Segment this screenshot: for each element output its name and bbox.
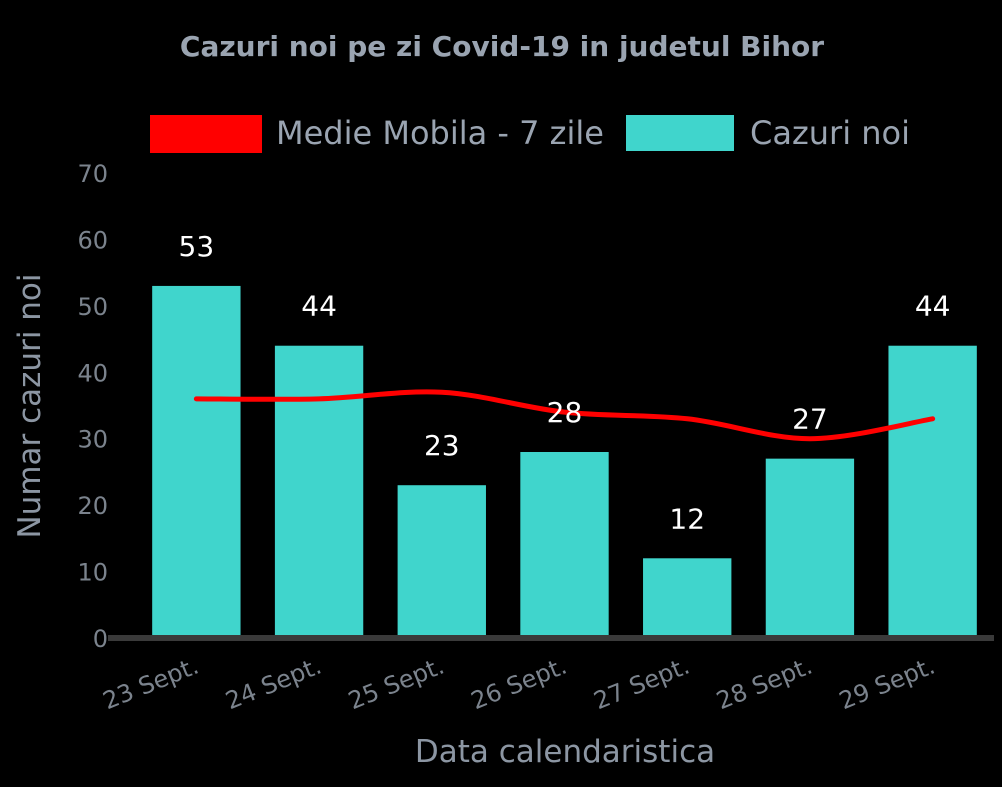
bar-value-label: 23 bbox=[424, 429, 460, 462]
legend-label-moving-average: Medie Mobila - 7 zile bbox=[276, 114, 604, 152]
bar bbox=[643, 558, 732, 638]
bar-value-label: 28 bbox=[547, 396, 583, 429]
x-tick-label: 27 Sept. bbox=[590, 652, 694, 716]
bar bbox=[274, 345, 364, 638]
y-tick-label: 20 bbox=[77, 492, 108, 520]
y-tick-label: 70 bbox=[77, 160, 108, 188]
y-axis-title: Numar cazuri noi bbox=[12, 273, 48, 538]
bar bbox=[152, 285, 241, 638]
legend-swatch-moving-average bbox=[150, 115, 262, 153]
y-tick-label: 30 bbox=[77, 426, 108, 454]
legend-swatch-new-cases bbox=[626, 115, 734, 151]
x-tick-label: 26 Sept. bbox=[467, 652, 571, 716]
legend-label-new-cases: Cazuri noi bbox=[750, 114, 910, 152]
x-tick-label: 28 Sept. bbox=[713, 652, 817, 716]
x-tick-label: 24 Sept. bbox=[222, 652, 326, 716]
bar bbox=[888, 345, 977, 638]
chart-title: Cazuri noi pe zi Covid-19 in judetul Bih… bbox=[180, 30, 824, 63]
bar-series bbox=[152, 285, 977, 638]
x-tick-label: 23 Sept. bbox=[99, 652, 203, 716]
bar bbox=[397, 485, 486, 638]
legend-entry-moving-average: Medie Mobila - 7 zile bbox=[150, 114, 604, 153]
x-axis-ticks: 23 Sept. 24 Sept. 25 Sept. 26 Sept. 27 Sept.… bbox=[99, 652, 939, 716]
y-axis-ticks: 0 10 20 30 40 50 60 70 bbox=[77, 160, 108, 653]
bar bbox=[765, 458, 855, 638]
bar bbox=[520, 452, 609, 638]
x-axis-title: Data calendaristica bbox=[415, 734, 715, 770]
x-tick-label: 25 Sept. bbox=[344, 652, 448, 716]
y-tick-label: 40 bbox=[77, 359, 108, 387]
line-series-layer bbox=[193, 389, 936, 442]
legend-entry-new-cases: Cazuri noi bbox=[626, 114, 910, 152]
bar-value-label: 12 bbox=[669, 502, 705, 535]
legend: Medie Mobila - 7 zile Cazuri noi bbox=[150, 114, 910, 153]
bar-data-labels: 53 44 23 28 12 27 44 bbox=[179, 230, 951, 535]
y-tick-label: 0 bbox=[93, 625, 108, 653]
y-tick-label: 50 bbox=[77, 293, 108, 321]
x-tick-label: 29 Sept. bbox=[835, 652, 939, 716]
y-tick-label: 60 bbox=[77, 226, 108, 254]
bar-value-label: 53 bbox=[179, 230, 215, 263]
bar-value-label: 44 bbox=[915, 290, 951, 323]
moving-average-line bbox=[193, 389, 936, 442]
bar-value-label: 27 bbox=[792, 403, 828, 436]
bar-value-label: 44 bbox=[301, 290, 337, 323]
y-tick-label: 10 bbox=[77, 559, 108, 587]
